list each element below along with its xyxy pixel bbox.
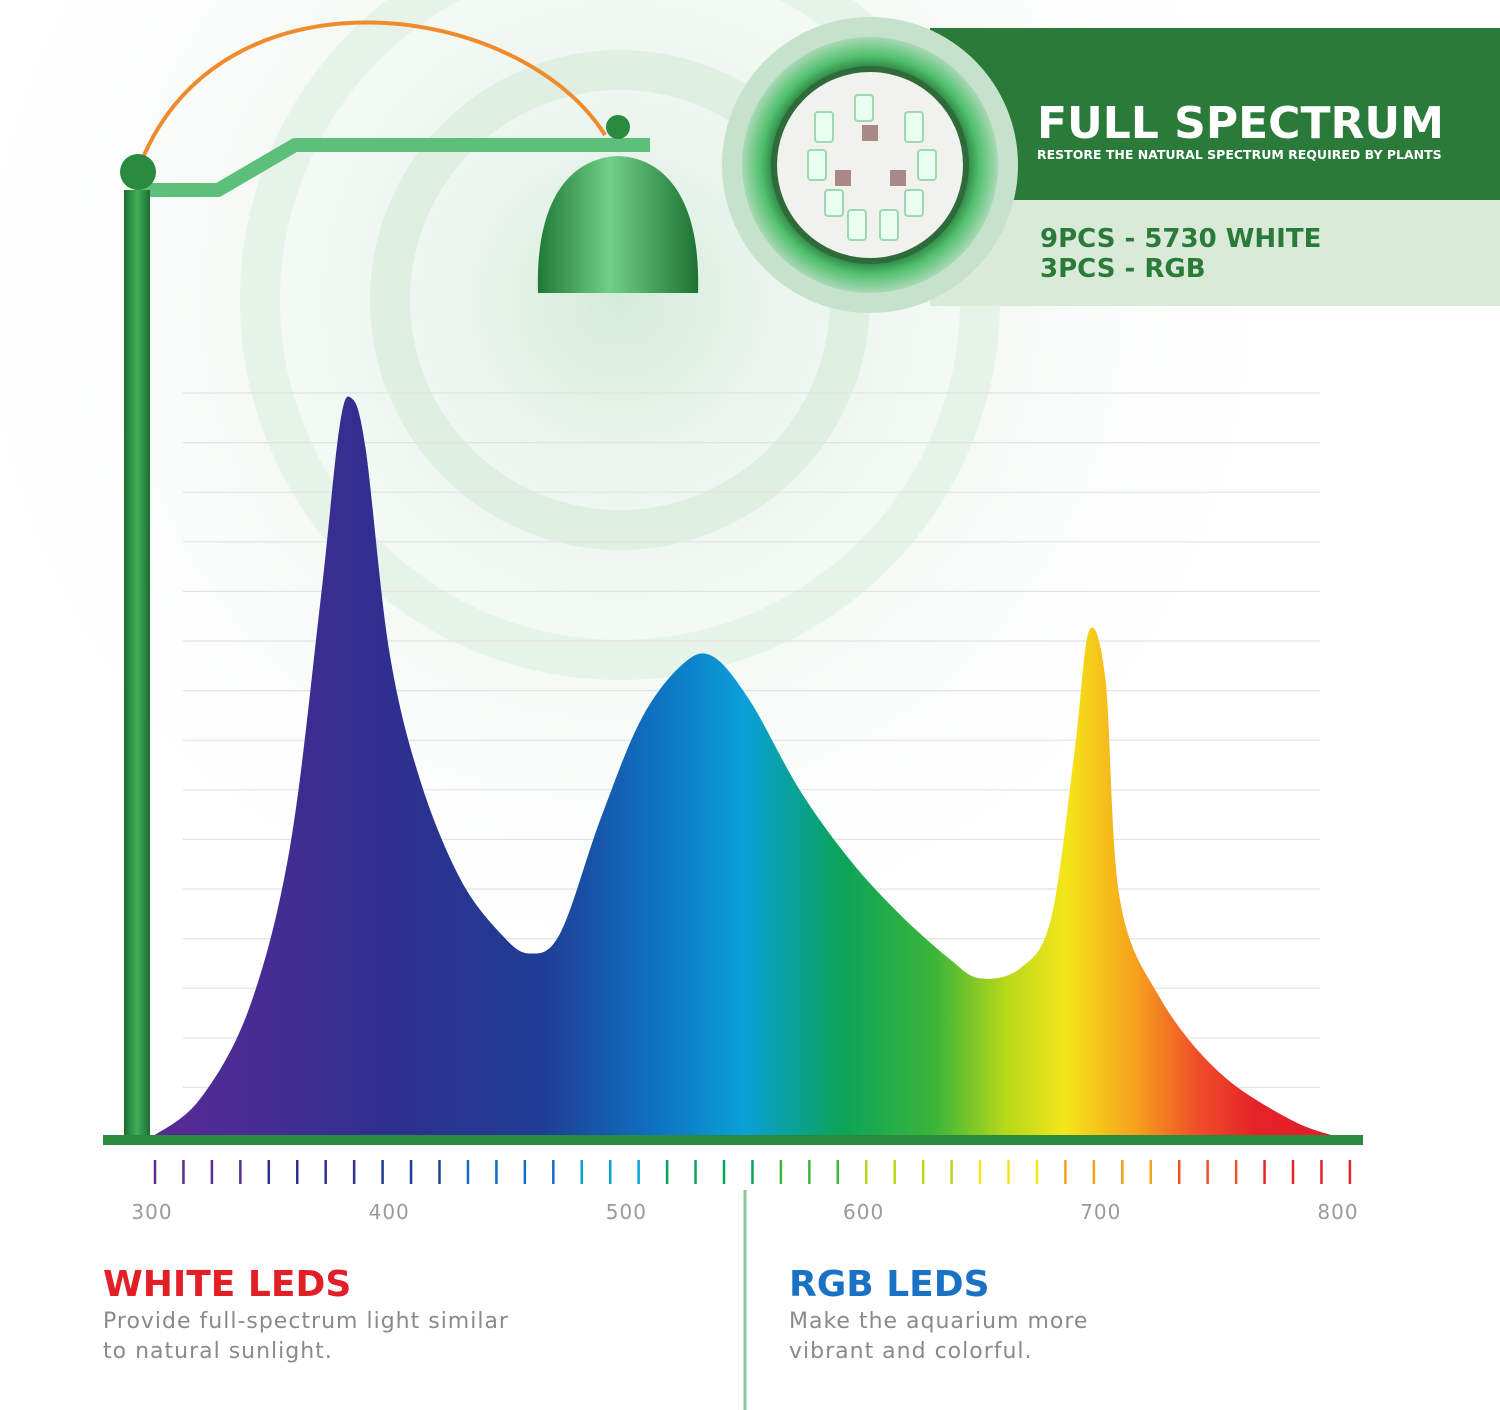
leds: [807, 94, 937, 241]
cord: [138, 20, 607, 166]
banner-subtitle: RESTORE THE NATURAL SPECTRUM REQUIRED BY…: [1037, 147, 1442, 162]
feature-text: Make the aquarium more: [789, 1309, 1088, 1334]
x-tick-label: 300: [131, 1200, 172, 1224]
x-tick-label: 600: [843, 1200, 884, 1224]
spec-line: 3PCS - RGB: [1040, 254, 1206, 284]
lamp-base: [103, 1135, 1363, 1145]
banner-lower: [930, 200, 1500, 306]
rgb-leds: [835, 125, 906, 186]
spec-line: 9PCS - 5730 WHITE: [1040, 224, 1321, 254]
x-tick-label: 700: [1080, 1200, 1121, 1224]
feature-text: Provide full-spectrum light similar: [103, 1309, 509, 1334]
feature-title: WHITE LEDS: [103, 1264, 351, 1305]
lamp-pole: [124, 190, 150, 1140]
lamp-arm: [135, 138, 650, 197]
feature-text: vibrant and colorful.: [789, 1339, 1033, 1364]
feature-title: RGB LEDS: [789, 1264, 990, 1305]
lamp-shade: [537, 156, 699, 293]
x-tick-label: 500: [606, 1200, 647, 1224]
pole-cap: [120, 154, 156, 190]
x-tick-label: 400: [369, 1200, 410, 1224]
banner-title: FULL SPECTRUM: [1037, 98, 1444, 149]
x-tick-label: 800: [1317, 1200, 1358, 1224]
feature-text: to natural sunlight.: [103, 1339, 333, 1364]
features: WHITE LEDS Provide full-spectrum light si…: [103, 1264, 1088, 1364]
banner: [930, 28, 1500, 200]
spectrum: [152, 396, 1338, 1137]
x-axis: 300 400 500 600 700 800: [131, 1160, 1358, 1224]
spectrum-area: [152, 396, 1338, 1137]
arm-cap: [606, 115, 630, 139]
